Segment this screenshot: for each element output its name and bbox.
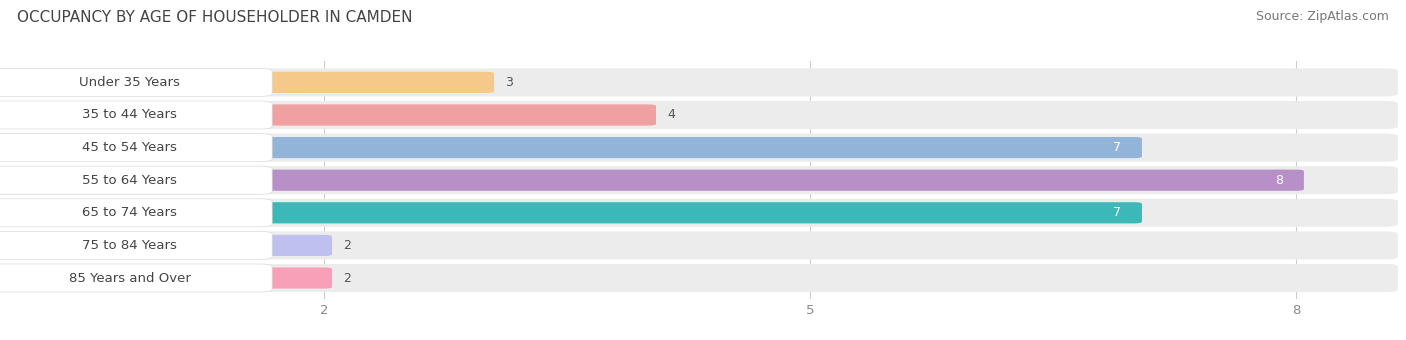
FancyBboxPatch shape	[0, 232, 273, 259]
FancyBboxPatch shape	[0, 68, 1398, 97]
FancyBboxPatch shape	[0, 104, 657, 125]
Text: 85 Years and Over: 85 Years and Over	[69, 272, 191, 285]
Text: OCCUPANCY BY AGE OF HOUSEHOLDER IN CAMDEN: OCCUPANCY BY AGE OF HOUSEHOLDER IN CAMDE…	[17, 10, 412, 25]
FancyBboxPatch shape	[0, 235, 332, 256]
Text: 35 to 44 Years: 35 to 44 Years	[82, 108, 177, 121]
FancyBboxPatch shape	[0, 68, 273, 97]
Text: 8: 8	[1275, 174, 1282, 187]
FancyBboxPatch shape	[0, 134, 273, 162]
FancyBboxPatch shape	[0, 268, 332, 289]
FancyBboxPatch shape	[0, 166, 273, 194]
FancyBboxPatch shape	[0, 166, 1398, 194]
Text: 7: 7	[1114, 206, 1121, 219]
Text: 65 to 74 Years: 65 to 74 Years	[82, 206, 177, 219]
FancyBboxPatch shape	[0, 264, 273, 292]
Text: 2: 2	[343, 239, 352, 252]
Text: Source: ZipAtlas.com: Source: ZipAtlas.com	[1256, 10, 1389, 23]
FancyBboxPatch shape	[0, 199, 1398, 227]
FancyBboxPatch shape	[0, 72, 494, 93]
Text: 75 to 84 Years: 75 to 84 Years	[82, 239, 177, 252]
FancyBboxPatch shape	[0, 232, 1398, 259]
Text: 7: 7	[1114, 141, 1121, 154]
FancyBboxPatch shape	[0, 170, 1303, 191]
FancyBboxPatch shape	[0, 134, 1398, 162]
Text: 55 to 64 Years: 55 to 64 Years	[82, 174, 177, 187]
FancyBboxPatch shape	[0, 264, 1398, 292]
FancyBboxPatch shape	[0, 101, 1398, 129]
FancyBboxPatch shape	[0, 202, 1142, 223]
Text: 2: 2	[343, 272, 352, 285]
Text: 4: 4	[668, 108, 675, 121]
Text: 45 to 54 Years: 45 to 54 Years	[82, 141, 177, 154]
FancyBboxPatch shape	[0, 101, 273, 129]
FancyBboxPatch shape	[0, 137, 1142, 158]
FancyBboxPatch shape	[0, 199, 273, 227]
Text: Under 35 Years: Under 35 Years	[79, 76, 180, 89]
Text: 3: 3	[505, 76, 513, 89]
